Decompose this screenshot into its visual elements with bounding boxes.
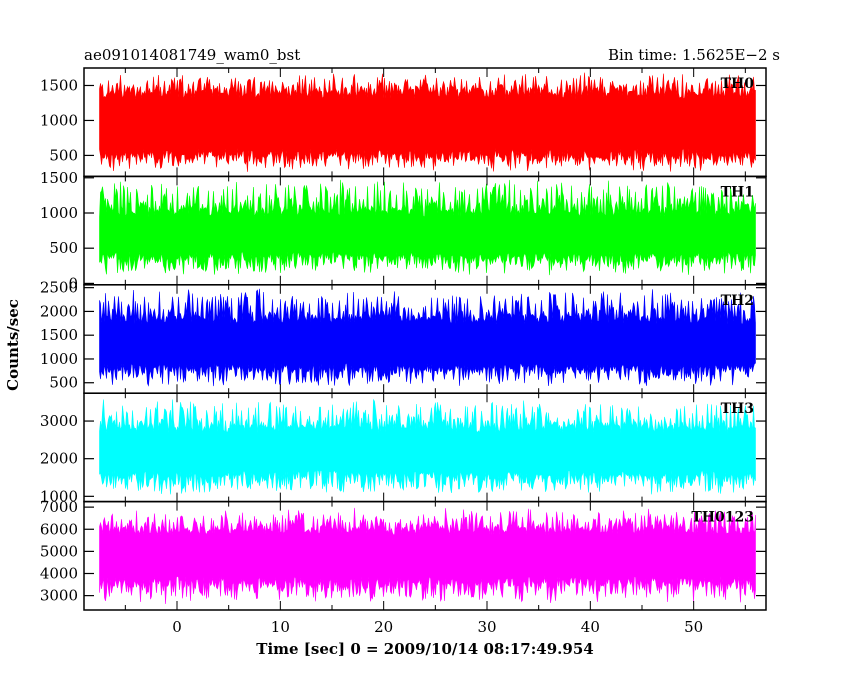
panel-label: TH2 (721, 293, 754, 309)
y-tick-label: 0 (68, 274, 78, 292)
y-tick-label: 6000 (40, 520, 78, 538)
panel-frame (83, 500, 767, 611)
x-axis-label: Time [sec] 0 = 2009/10/14 08:17:49.954 (256, 640, 593, 658)
series-th0123 (99, 507, 756, 605)
panel-th3: 1000 2000 3000 TH3 (40, 392, 767, 505)
panel-th0: 500 1000 1500 TH0 (40, 67, 767, 178)
y-tick-label: 3000 (40, 412, 78, 430)
y-tick-label: 500 (49, 374, 78, 392)
panel-th0123: 3000 4000 5000 6000 7000 TH0123 (40, 498, 767, 611)
y-tick-label: 1000 (40, 350, 78, 368)
x-tick-label: 40 (581, 618, 600, 636)
panel-label: TH1 (721, 184, 754, 200)
y-tick-label: 2000 (40, 302, 78, 320)
y-tick-label: 4000 (40, 564, 78, 582)
y-tick-label: 3000 (40, 587, 78, 605)
panel-label: TH0 (721, 76, 755, 92)
x-tick-label: 0 (172, 618, 182, 636)
y-tick-label: 500 (49, 239, 78, 257)
y-tick-label: 1500 (40, 169, 78, 187)
bin-time-label: Bin time: 1.5625E−2 s (608, 46, 780, 64)
chart-title: ae091014081749_wam0_bst (84, 46, 300, 64)
x-tick-label: 30 (477, 618, 496, 636)
series-th3 (99, 398, 756, 495)
y-tick-label: 2500 (40, 279, 78, 297)
x-tick-label: 50 (684, 618, 703, 636)
y-tick-label: 1500 (40, 326, 78, 344)
y-tick-label: 1000 (40, 111, 78, 129)
panel-label: TH3 (721, 401, 754, 417)
panel-th2: 500 1000 1500 2000 2500 TH2 (40, 279, 767, 394)
panel-th1: 0 500 1000 1500 TH1 (40, 169, 767, 292)
series-th2 (99, 288, 756, 387)
y-tick-label: 1500 (40, 76, 78, 94)
y-tick-label: 2000 (40, 450, 78, 468)
y-tick-label: 7000 (40, 498, 78, 516)
series-th1 (99, 179, 756, 276)
y-tick-label: 5000 (40, 542, 78, 560)
y-tick-label: 1000 (40, 204, 78, 222)
x-tick-label: 10 (271, 618, 290, 636)
y-tick-label: 500 (49, 146, 78, 164)
y-axis-label: Counts/sec (4, 299, 22, 391)
panels: 500 1000 1500 TH0 0 500 1000 1500 TH1 500 1000 1500… (40, 67, 767, 611)
y-tick-label: 1000 (40, 487, 78, 505)
x-tick-label: 20 (374, 618, 393, 636)
series-th0 (99, 72, 756, 172)
x-axis: 0 10 20 30 40 50 (172, 618, 703, 636)
panel-label: TH0123 (691, 510, 754, 526)
